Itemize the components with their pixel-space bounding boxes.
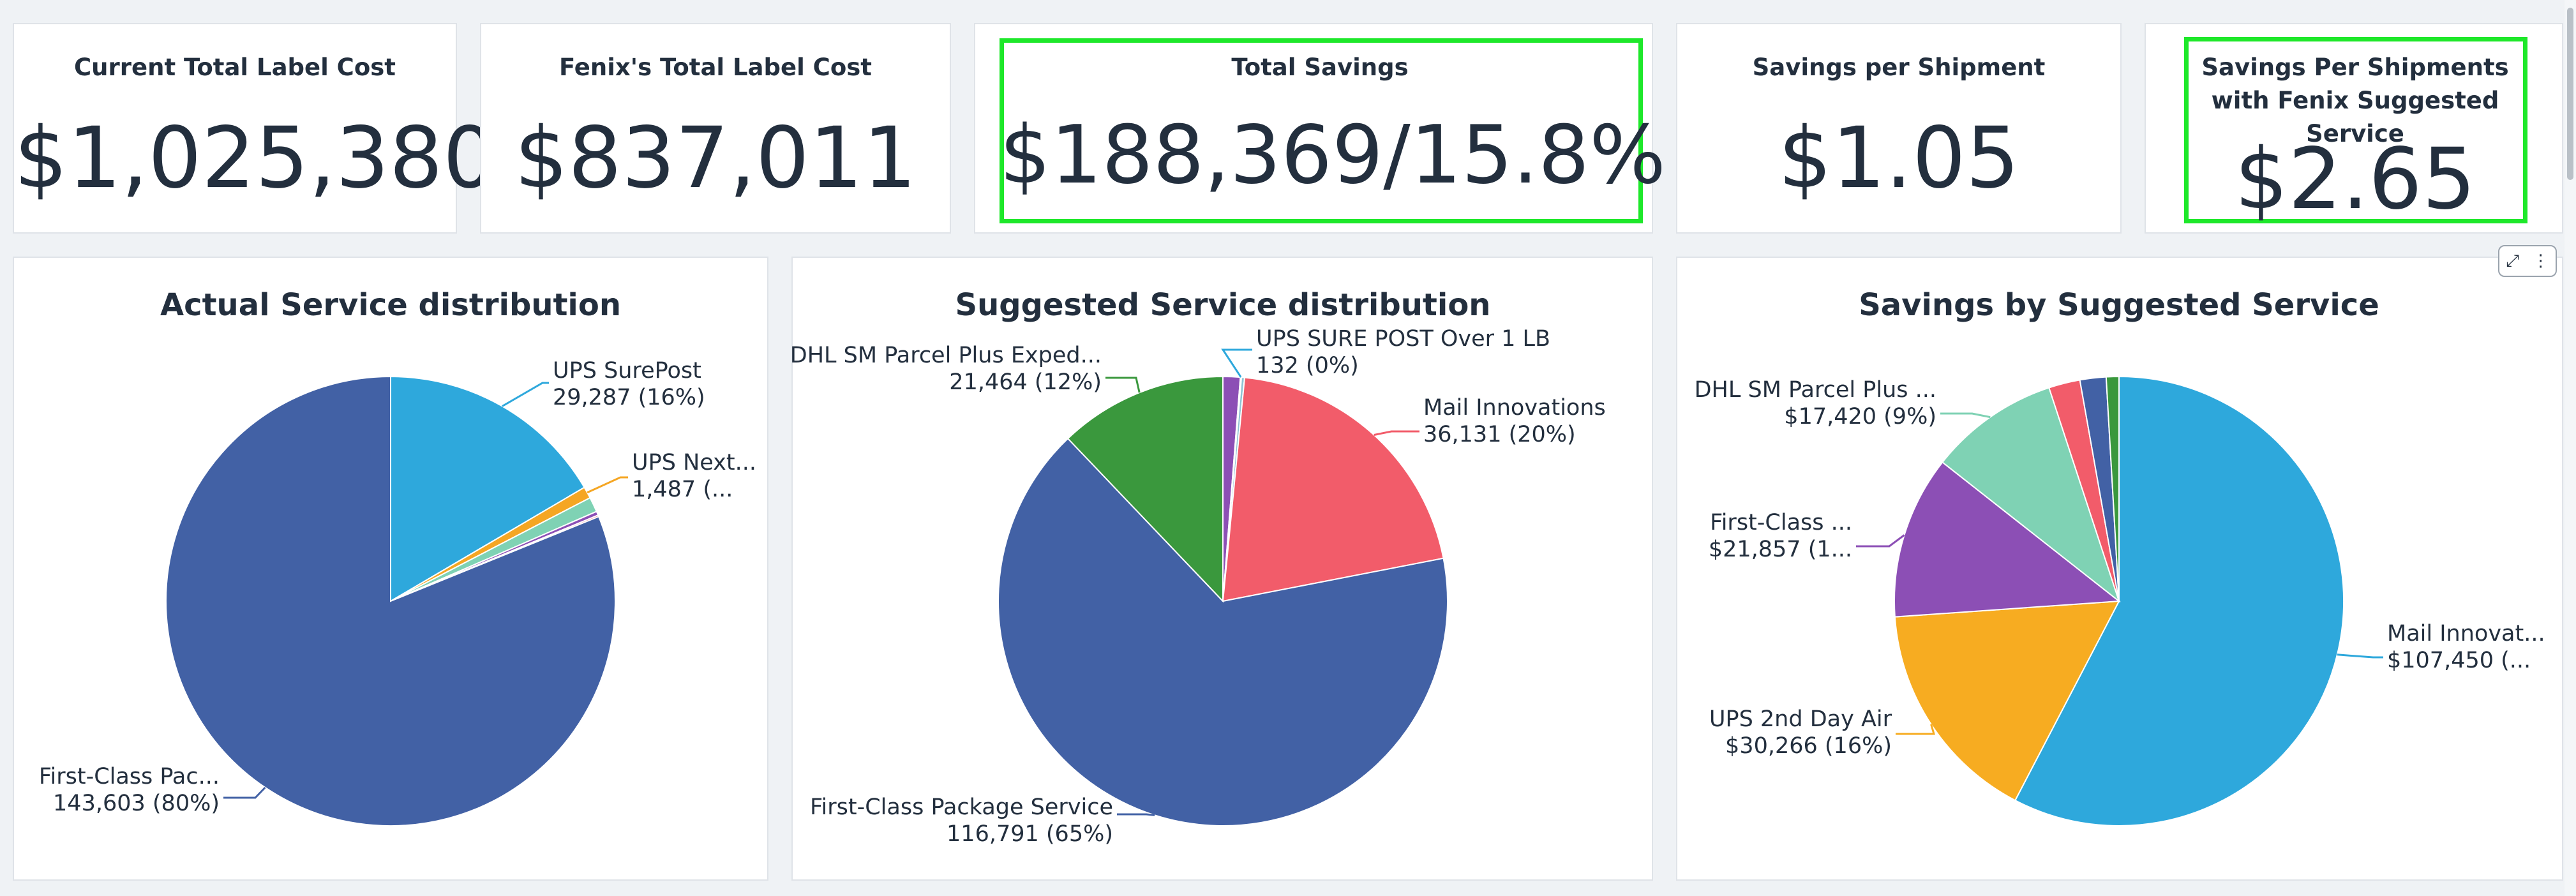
kpi-card-current-cost: Current Total Label Cost $1,025,380	[13, 23, 497, 234]
highlight-box	[1000, 38, 1643, 223]
kpi-title: Total Savings	[1231, 54, 1409, 81]
kpi-value: $1,025,380	[14, 109, 497, 207]
kpi-value: $1.05	[1778, 109, 2019, 207]
kpi-title: Savings Per Shipments	[2201, 54, 2509, 81]
kpi-card-savings-per-shipment: Savings per Shipment $1.05	[1676, 23, 2122, 234]
kpi-value: $2.65	[2235, 130, 2476, 228]
kpi-title: with Fenix Suggested Service	[2211, 87, 2499, 147]
kpi-value: $188,369/15.8%	[1000, 108, 1666, 202]
chart-card-savings	[1676, 257, 2563, 881]
highlight-box	[2184, 37, 2527, 223]
kpi-value: $837,011	[514, 109, 917, 207]
expand-icon[interactable]: ⤢	[2506, 251, 2520, 271]
kpi-card-savings-suggested-service: Savings Per Shipments with Fenix Suggest…	[2145, 23, 2563, 234]
kpi-title: Savings per Shipment	[1752, 54, 2046, 81]
chart-card-actual	[13, 257, 768, 881]
kpi-card-total-savings: Total Savings $188,369/15.8%	[974, 23, 1666, 234]
chart-card-suggested	[791, 257, 1653, 881]
kpi-title: Current Total Label Cost	[74, 54, 396, 81]
scrollbar-track[interactable]	[2565, 0, 2576, 896]
kpi-card-fenix-cost: Fenix's Total Label Cost $837,011	[480, 23, 951, 234]
visual-toolbar: ⤢ ⋮	[2498, 245, 2557, 277]
more-vertical-icon[interactable]: ⋮	[2532, 251, 2549, 271]
kpi-title: Fenix's Total Label Cost	[559, 54, 872, 81]
scrollbar-thumb[interactable]	[2567, 8, 2573, 180]
